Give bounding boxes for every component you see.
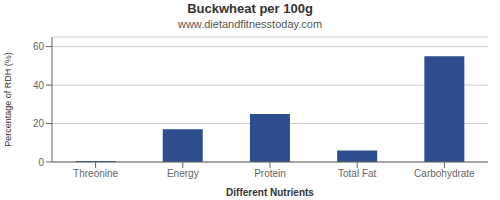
svg-text:Different Nutrients: Different Nutrients xyxy=(226,187,314,198)
svg-text:Total Fat: Total Fat xyxy=(338,168,377,179)
svg-text:Carbohydrate: Carbohydrate xyxy=(414,168,475,179)
html-text:Buckwheat per 100g: Buckwheat per 100g xyxy=(187,1,313,16)
svg-text:40: 40 xyxy=(33,80,45,91)
svg-text:Protein: Protein xyxy=(254,168,286,179)
svg-text:Energy: Energy xyxy=(167,168,199,179)
svg-text:0: 0 xyxy=(38,157,44,168)
svg-text:60: 60 xyxy=(33,41,45,52)
html-text:www.dietandfitnesstoday.com: www.dietandfitnesstoday.com xyxy=(178,18,322,30)
svg-text:20: 20 xyxy=(33,118,45,129)
svg-text:Threonine: Threonine xyxy=(73,168,118,179)
svg-text:Percentage of RDH (%): Percentage of RDH (%) xyxy=(8,52,13,147)
